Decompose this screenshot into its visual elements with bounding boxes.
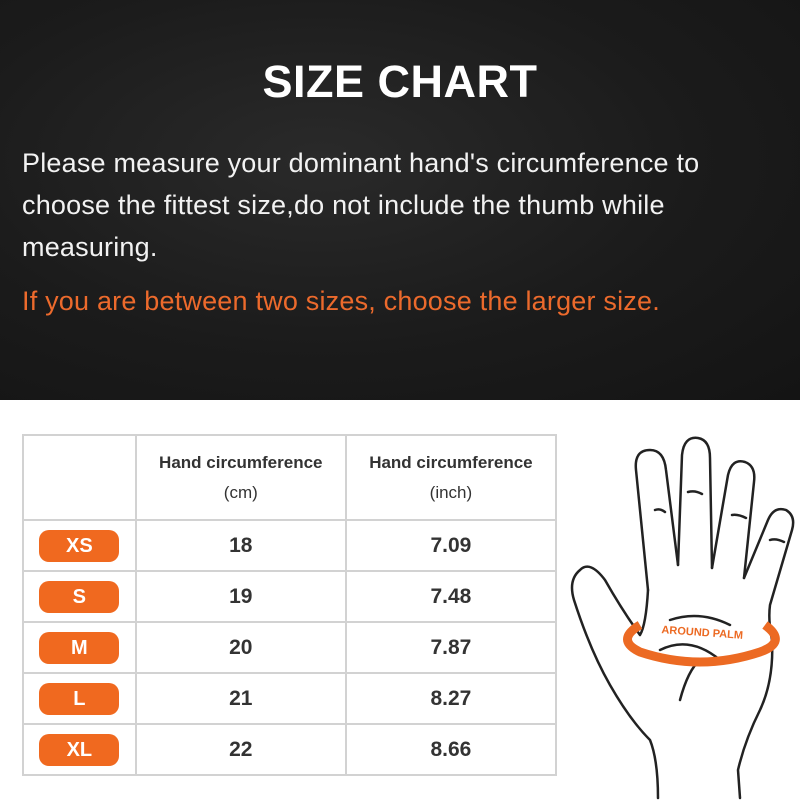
header-label: Hand circumference	[369, 452, 533, 472]
page-title: SIZE CHART	[262, 56, 538, 107]
around-palm-label: AROUND PALM	[661, 624, 743, 642]
inch-cell: 7.48	[344, 570, 558, 623]
cm-cell: 19	[134, 570, 347, 623]
inch-cell: 7.87	[344, 621, 558, 674]
size-table: Hand circumference (cm) Hand circumferenc…	[22, 434, 558, 776]
hand-illustration: AROUND PALM	[570, 436, 795, 800]
table-header: Hand circumference (cm) Hand circumferenc…	[22, 434, 558, 521]
table-row: L 21 8.27	[22, 672, 558, 725]
hand-outline-icon	[570, 436, 795, 800]
table-row: XL 22 8.66	[22, 723, 558, 776]
inch-cell: 8.27	[344, 672, 558, 725]
size-badge: M	[39, 631, 120, 664]
header-banner: SIZE CHART Please measure your dominant …	[0, 0, 800, 400]
header-cm: Hand circumference (cm)	[134, 434, 347, 521]
inch-cell: 8.66	[344, 723, 558, 776]
around-palm-band	[623, 621, 780, 667]
header-unit: (inch)	[429, 482, 473, 502]
size-badge: S	[39, 580, 120, 613]
table-row: M 20 7.87	[22, 621, 558, 674]
table-row: S 19 7.48	[22, 570, 558, 623]
size-badge: XL	[39, 733, 120, 766]
instructions-text: Please measure your dominant hand's circ…	[22, 148, 700, 262]
header-unit: (cm)	[223, 482, 258, 502]
cm-cell: 22	[134, 723, 347, 776]
size-badge: XS	[39, 529, 120, 562]
size-badge: L	[39, 682, 120, 715]
cm-cell: 18	[134, 519, 347, 572]
cm-cell: 21	[134, 672, 347, 725]
empty-header-cell	[22, 434, 137, 521]
cm-cell: 20	[134, 621, 347, 674]
table-row: XS 18 7.09	[22, 519, 558, 572]
inch-cell: 7.09	[344, 519, 558, 572]
header-inch: Hand circumference (inch)	[344, 434, 558, 521]
header-label: Hand circumference	[159, 452, 323, 472]
size-note: If you are between two sizes, choose the…	[22, 286, 660, 316]
